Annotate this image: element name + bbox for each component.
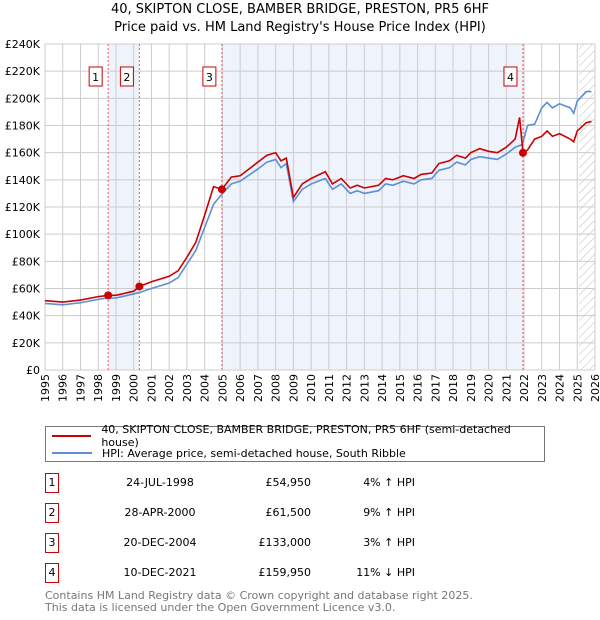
- x-tick-label: 2005: [216, 374, 229, 402]
- sale-label: 4: [507, 71, 514, 84]
- sale-date: 28-APR-2000: [124, 506, 196, 519]
- x-tick-label: 2000: [128, 374, 141, 402]
- x-tick-label: 2011: [323, 374, 336, 402]
- x-tick-label: 2023: [536, 374, 549, 402]
- sale-label: 2: [123, 71, 130, 84]
- sale-row: 1 24-JUL-1998 £54,950 4% ↑ HPI: [45, 473, 445, 493]
- sale-date: 24-JUL-1998: [126, 476, 194, 489]
- y-tick-label: £180K: [5, 120, 41, 133]
- x-tick-label: 2006: [234, 374, 247, 402]
- sale-label-box: [88, 66, 103, 87]
- sale-hpi-diff: 11% ↓ HPI: [356, 566, 415, 579]
- y-tick-label: £160K: [5, 147, 41, 160]
- legend-label-property: 40, SKIPTON CLOSE, BAMBER BRIDGE, PRESTO…: [101, 423, 511, 449]
- chart-subtitle: Price paid vs. HM Land Registry's House …: [114, 20, 486, 35]
- sale-label: 3: [206, 71, 213, 84]
- legend-label-hpi: HPI: Average price, semi-detached house,…: [102, 446, 406, 460]
- x-tick-label: 2017: [429, 374, 442, 402]
- y-tick-label: £240K: [5, 38, 41, 51]
- y-tick-label: £0: [26, 364, 40, 377]
- sale-price: £54,950: [265, 476, 312, 489]
- x-tick-label: 2004: [199, 374, 212, 402]
- x-tick-label: 2019: [465, 374, 478, 402]
- sale-hpi-diff: 9% ↑ HPI: [363, 506, 415, 519]
- sale-number: 3: [45, 533, 59, 553]
- sale-point: [217, 185, 226, 194]
- x-tick-label: 2026: [589, 374, 600, 402]
- sale-label-box: [119, 66, 134, 87]
- y-tick-label: £200K: [5, 92, 41, 105]
- sale-row: 4 10-DEC-2021 £159,950 11% ↓ HPI: [45, 563, 445, 583]
- sale-point: [104, 291, 113, 300]
- x-tick-label: 2018: [447, 374, 460, 402]
- x-tick-label: 2013: [358, 374, 371, 402]
- x-tick-label: 2014: [376, 374, 389, 402]
- chart-title: 40, SKIPTON CLOSE, BAMBER BRIDGE, PRESTO…: [110, 2, 490, 17]
- property-price-line: [44, 117, 592, 303]
- sale-date: 20-DEC-2004: [123, 536, 197, 549]
- x-tick-label: 2024: [554, 374, 567, 402]
- x-tick-label: 2009: [287, 374, 300, 402]
- x-tick-label: 1997: [74, 374, 87, 402]
- y-tick-label: £40K: [12, 310, 41, 323]
- y-tick-label: £120K: [5, 201, 41, 214]
- hpi-line: [44, 90, 592, 306]
- x-tick-label: 2002: [163, 374, 176, 402]
- y-tick-label: £20K: [12, 337, 41, 350]
- x-tick-label: 1995: [39, 374, 52, 402]
- y-tick-label: £220K: [5, 65, 41, 78]
- x-tick-label: 2007: [252, 374, 265, 402]
- y-tick-label: £100K: [5, 228, 41, 241]
- sale-price: £159,950: [258, 566, 312, 579]
- x-tick-label: 1996: [57, 374, 70, 402]
- x-tick-label: 2025: [571, 374, 584, 402]
- sale-row: 2 28-APR-2000 £61,500 9% ↑ HPI: [45, 503, 445, 523]
- y-tick-label: £80K: [12, 255, 41, 268]
- legend: 40, SKIPTON CLOSE, BAMBER BRIDGE, PRESTO…: [45, 423, 545, 462]
- x-tick-label: 2008: [270, 374, 283, 402]
- x-tick-label: 1998: [92, 374, 105, 402]
- x-tick-label: 2022: [518, 374, 531, 402]
- sale-point: [518, 148, 527, 157]
- sale-price: £133,000: [258, 536, 312, 549]
- price-chart: 1995 1996 1997 1998 1999 2000 2001 2002 2003 2004…: [5, 38, 600, 402]
- sale-label: 1: [92, 71, 99, 84]
- sale-label-box: [202, 66, 217, 87]
- x-tick-label: 1999: [110, 374, 123, 402]
- sale-number: 2: [45, 503, 59, 523]
- sale-hpi-diff: 3% ↑ HPI: [363, 536, 415, 549]
- y-tick-label: £60K: [12, 283, 41, 296]
- sale-hpi-diff: 4% ↑ HPI: [363, 476, 415, 489]
- x-tick-label: 2021: [500, 374, 513, 402]
- x-tick-label: 2015: [394, 374, 407, 402]
- sale-number: 4: [45, 563, 59, 583]
- sale-price: £61,500: [265, 506, 312, 519]
- x-tick-label: 2012: [341, 374, 354, 402]
- footer-line-1: Contains HM Land Registry data © Crown c…: [45, 589, 473, 602]
- sale-label-box: [503, 66, 518, 87]
- footer-line-2: This data is licensed under the Open Gov…: [45, 601, 396, 614]
- x-tick-label: 2020: [483, 374, 496, 402]
- x-tick-label: 2003: [181, 374, 194, 402]
- sale-row: 3 20-DEC-2004 £133,000 3% ↑ HPI: [45, 533, 445, 553]
- x-tick-label: 2016: [412, 374, 425, 402]
- sale-point: [135, 282, 144, 291]
- sale-date: 10-DEC-2021: [123, 566, 197, 579]
- legend-swatch-property: [52, 435, 92, 437]
- y-tick-label: £140K: [5, 174, 41, 187]
- x-tick-label: 2001: [145, 374, 158, 402]
- sale-number: 1: [45, 473, 59, 493]
- legend-swatch-hpi: [52, 452, 92, 454]
- x-tick-label: 2010: [305, 374, 318, 402]
